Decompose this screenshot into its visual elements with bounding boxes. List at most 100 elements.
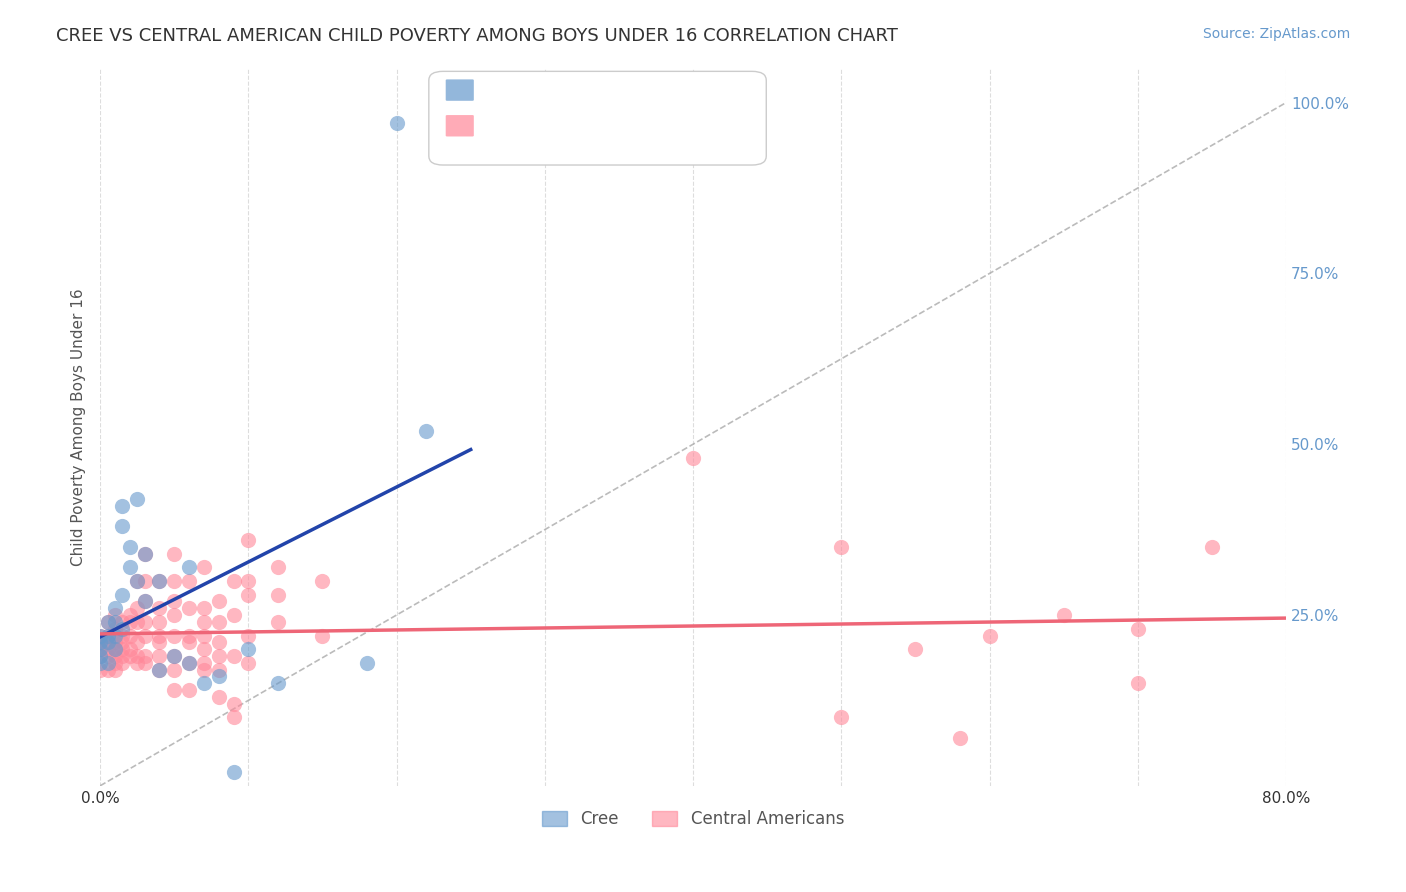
Cree [163, 648, 186, 663]
Central Americans [96, 663, 118, 677]
Cree [89, 656, 111, 670]
Cree [118, 560, 141, 574]
Text: CREE VS CENTRAL AMERICAN CHILD POVERTY AMONG BOYS UNDER 16 CORRELATION CHART: CREE VS CENTRAL AMERICAN CHILD POVERTY A… [56, 27, 898, 45]
Central Americans [238, 574, 260, 588]
Central Americans [96, 642, 118, 657]
Central Americans [89, 663, 111, 677]
Central Americans [1052, 607, 1074, 622]
Cree [111, 519, 134, 533]
Central Americans [238, 628, 260, 642]
Central Americans [163, 607, 186, 622]
Central Americans [104, 656, 127, 670]
Central Americans [127, 635, 149, 649]
Text: N =: N = [548, 80, 585, 98]
Cree [177, 560, 200, 574]
Central Americans [177, 635, 200, 649]
Cree [89, 642, 111, 657]
Cree [267, 676, 290, 690]
Cree [238, 642, 260, 657]
Central Americans [208, 648, 231, 663]
Cree [208, 669, 231, 683]
Text: N =: N = [548, 116, 585, 134]
Central Americans [163, 594, 186, 608]
Cree [89, 628, 111, 642]
Central Americans [111, 648, 134, 663]
Central Americans [134, 615, 156, 629]
Central Americans [979, 628, 1001, 642]
Legend: Cree, Central Americans: Cree, Central Americans [536, 804, 851, 835]
Central Americans [193, 642, 215, 657]
Central Americans [267, 560, 290, 574]
Central Americans [177, 656, 200, 670]
Central Americans [118, 615, 141, 629]
Central Americans [96, 628, 118, 642]
Central Americans [177, 601, 200, 615]
Central Americans [1126, 676, 1149, 690]
Central Americans [89, 642, 111, 657]
Central Americans [104, 663, 127, 677]
Central Americans [238, 656, 260, 670]
Central Americans [193, 615, 215, 629]
Central Americans [222, 710, 245, 724]
Central Americans [111, 642, 134, 657]
Central Americans [127, 648, 149, 663]
Central Americans [127, 574, 149, 588]
Central Americans [96, 615, 118, 629]
Central Americans [148, 574, 170, 588]
Central Americans [163, 683, 186, 698]
Text: 0.155: 0.155 [485, 116, 537, 134]
Central Americans [134, 656, 156, 670]
Cree [96, 628, 118, 642]
Central Americans [208, 615, 231, 629]
Cree [111, 499, 134, 513]
Central Americans [193, 663, 215, 677]
Cree [104, 615, 127, 629]
Cree [385, 116, 408, 130]
Central Americans [127, 601, 149, 615]
Cree [96, 656, 118, 670]
Central Americans [193, 628, 215, 642]
Central Americans [193, 656, 215, 670]
Central Americans [104, 622, 127, 636]
Cree [96, 635, 118, 649]
Central Americans [177, 574, 200, 588]
Central Americans [134, 574, 156, 588]
Central Americans [163, 648, 186, 663]
Central Americans [148, 663, 170, 677]
Central Americans [118, 648, 141, 663]
Central Americans [134, 628, 156, 642]
Cree [118, 540, 141, 554]
Central Americans [222, 697, 245, 711]
Central Americans [89, 648, 111, 663]
Central Americans [163, 574, 186, 588]
Central Americans [222, 648, 245, 663]
Cree [96, 615, 118, 629]
Central Americans [208, 635, 231, 649]
Text: R =: R = [457, 116, 494, 134]
Central Americans [904, 642, 927, 657]
Central Americans [163, 663, 186, 677]
Cree [104, 642, 127, 657]
Central Americans [104, 635, 127, 649]
Central Americans [104, 642, 127, 657]
Cree [127, 491, 149, 506]
Central Americans [127, 656, 149, 670]
Central Americans [148, 615, 170, 629]
Central Americans [1126, 622, 1149, 636]
Central Americans [267, 587, 290, 601]
Central Americans [111, 635, 134, 649]
Central Americans [682, 450, 704, 465]
Text: 36: 36 [576, 80, 599, 98]
Central Americans [311, 628, 333, 642]
Central Americans [177, 683, 200, 698]
Cree [193, 676, 215, 690]
Central Americans [208, 690, 231, 704]
Text: 0.577: 0.577 [485, 80, 537, 98]
Central Americans [134, 594, 156, 608]
Central Americans [148, 628, 170, 642]
Cree [148, 574, 170, 588]
Text: 91: 91 [576, 116, 599, 134]
Central Americans [267, 615, 290, 629]
Cree [177, 656, 200, 670]
Cree [356, 656, 378, 670]
